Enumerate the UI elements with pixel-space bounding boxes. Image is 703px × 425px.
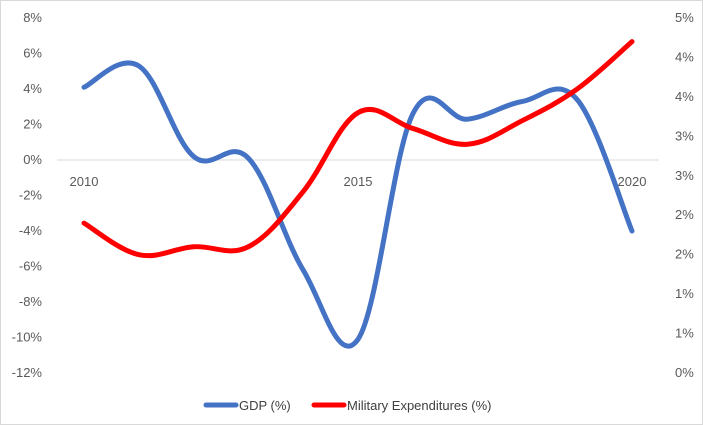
x-axis-tick-label: 2015 (344, 174, 373, 189)
right-axis-tick-label: 2% (675, 207, 694, 222)
series-line-military-expenditures (81, 39, 635, 259)
x-axis-tick-label: 2010 (70, 174, 99, 189)
series-line-gdp (81, 60, 635, 349)
right-axis-ticks: 5% 4% 4% 3% 3% 2% 2% 1% 1% 0% (675, 10, 694, 380)
left-axis-tick-label: -4% (19, 223, 43, 238)
x-axis-tick-label: 2020 (618, 174, 647, 189)
left-axis-tick-label: -12% (12, 365, 43, 380)
legend-label: GDP (%) (239, 398, 291, 413)
left-axis-tick-label: -10% (12, 330, 43, 345)
left-axis-tick-label: 4% (23, 81, 42, 96)
left-axis-tick-label: -2% (19, 188, 43, 203)
right-axis-tick-label: 0% (675, 365, 694, 380)
x-axis-ticks: 2010 2015 2020 (70, 174, 647, 189)
left-axis-tick-label: 8% (23, 10, 42, 25)
left-axis-ticks: 8% 6% 4% 2% 0% -2% -4% -6% -8% -10% -12% (12, 10, 43, 380)
left-axis-tick-label: -8% (19, 294, 43, 309)
right-axis-tick-label: 4% (675, 89, 694, 104)
right-axis-tick-label: 5% (675, 10, 694, 25)
left-axis-tick-label: -6% (19, 259, 43, 274)
left-axis-tick-label: 6% (23, 46, 42, 61)
right-axis-tick-label: 3% (675, 168, 694, 183)
left-axis-tick-label: 2% (23, 117, 42, 132)
left-axis-tick-label: 0% (23, 152, 42, 167)
right-axis-tick-label: 4% (675, 49, 694, 64)
right-axis-tick-label: 3% (675, 128, 694, 143)
legend: GDP (%) Military Expenditures (%) (203, 398, 492, 413)
right-axis-tick-label: 2% (675, 247, 694, 262)
right-axis-tick-label: 1% (675, 286, 694, 301)
right-axis-tick-label: 1% (675, 326, 694, 341)
series-lines (81, 39, 635, 349)
legend-label: Military Expenditures (%) (347, 398, 492, 413)
